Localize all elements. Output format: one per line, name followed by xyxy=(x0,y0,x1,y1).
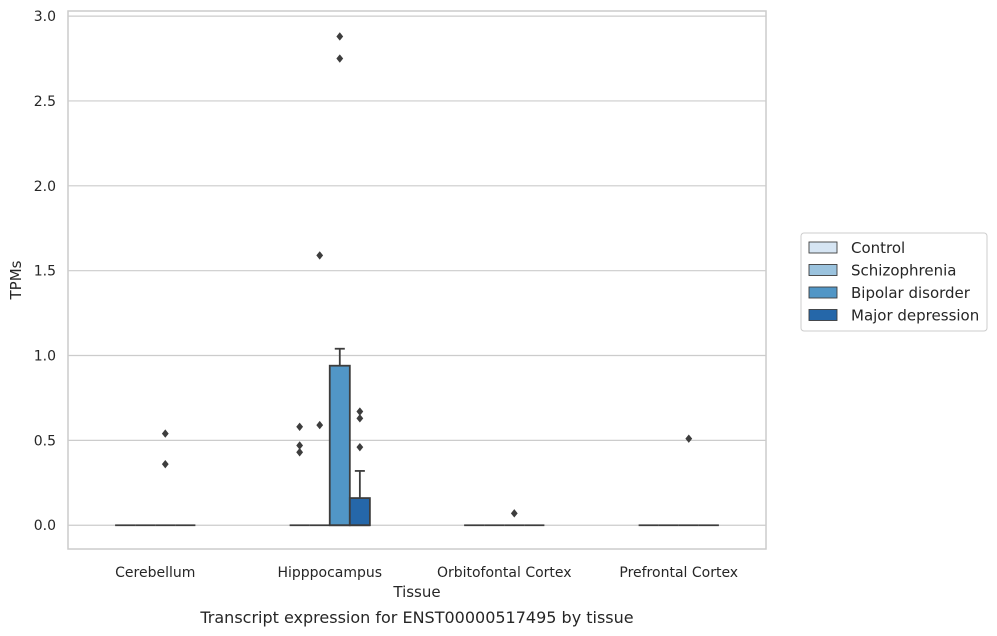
box-cerebellum-bipolar-disorder-outlier-0 xyxy=(161,429,169,438)
outlier-layer xyxy=(161,32,693,518)
y-tick-2-5: 2.5 xyxy=(34,94,56,110)
y-tick-0-5: 0.5 xyxy=(34,433,56,449)
y-tick-labels: 0.0 0.5 1.0 1.5 2.0 2.5 3.0 xyxy=(34,9,56,534)
box-hipppocampus-major-depression-body xyxy=(348,497,371,527)
box-hipppocampus-bipolar-disorder-outlier-1 xyxy=(336,54,344,63)
box-orbitofontal-cortex-bipolar-disorder-outlier-0 xyxy=(510,509,518,518)
box-hipppocampus-major-depression xyxy=(348,470,371,527)
legend-swatch-schizophrenia xyxy=(808,264,838,276)
grid-lines xyxy=(68,15,766,526)
x-tick-cerebellum: Cerebellum xyxy=(115,565,195,581)
y-tick-2-0: 2.0 xyxy=(34,179,56,195)
box-hipppocampus-major-depression-outlier-1 xyxy=(356,414,364,423)
y-axis-label: TPMs xyxy=(7,260,25,300)
chart-caption: Transcript expression for ENST0000051749… xyxy=(199,608,633,627)
x-axis-label: Tissue xyxy=(392,583,440,601)
box-hipppocampus-bipolar-disorder xyxy=(328,347,351,527)
legend-label-schizophrenia: Schizophrenia xyxy=(851,262,956,280)
box-hipppocampus-major-depression-outlier-0 xyxy=(356,407,364,416)
legend-swatch-control xyxy=(808,241,838,254)
plot-area-frame xyxy=(67,10,767,550)
legend-label-control: Control xyxy=(851,239,905,257)
box-hipppocampus-major-depression-outlier-2 xyxy=(356,442,364,452)
y-tick-3-0: 3.0 xyxy=(34,9,56,25)
box-prefrontal-cortex-bipolar-disorder-outlier-0 xyxy=(685,434,693,443)
x-tick-orbitofontal-cortex: Orbitofontal Cortex xyxy=(437,565,572,581)
x-tick-prefrontal-cortex: Prefrontal Cortex xyxy=(619,565,738,581)
y-tick-0-0: 0.0 xyxy=(34,518,56,534)
x-tick-hipppocampus: Hipppocampus xyxy=(277,565,382,581)
box-hipppocampus-bipolar-disorder-outlier-0 xyxy=(336,32,344,41)
box-hipppocampus-schizophrenia-outlier-0 xyxy=(316,251,324,260)
box-hipppocampus-control-outlier-0 xyxy=(296,422,304,432)
y-tick-1-0: 1.0 xyxy=(34,349,56,365)
box-hipppocampus-control-outlier-2 xyxy=(296,448,304,457)
legend: Control Schizophrenia Bipolar disorder Majo… xyxy=(800,232,988,332)
legend-label-bipolar-disorder: Bipolar disorder xyxy=(851,284,971,302)
box-cerebellum-bipolar-disorder-outlier-1 xyxy=(161,459,169,469)
box-hipppocampus-bipolar-disorder-body xyxy=(328,364,351,527)
x-tick-labels: Cerebellum Hipppocampus Orbitofontal Corte… xyxy=(115,565,738,581)
box-hipppocampus-control-outlier-1 xyxy=(296,441,304,450)
legend-swatch-bipolar-disorder xyxy=(808,286,838,299)
box-layer xyxy=(115,347,719,527)
y-tick-1-5: 1.5 xyxy=(34,264,56,280)
legend-swatch-major-depression xyxy=(808,309,838,321)
legend-label-major-depression: Major depression xyxy=(851,307,979,325)
box-hipppocampus-schizophrenia-outlier-1 xyxy=(316,420,324,430)
legend-frame xyxy=(800,232,988,332)
